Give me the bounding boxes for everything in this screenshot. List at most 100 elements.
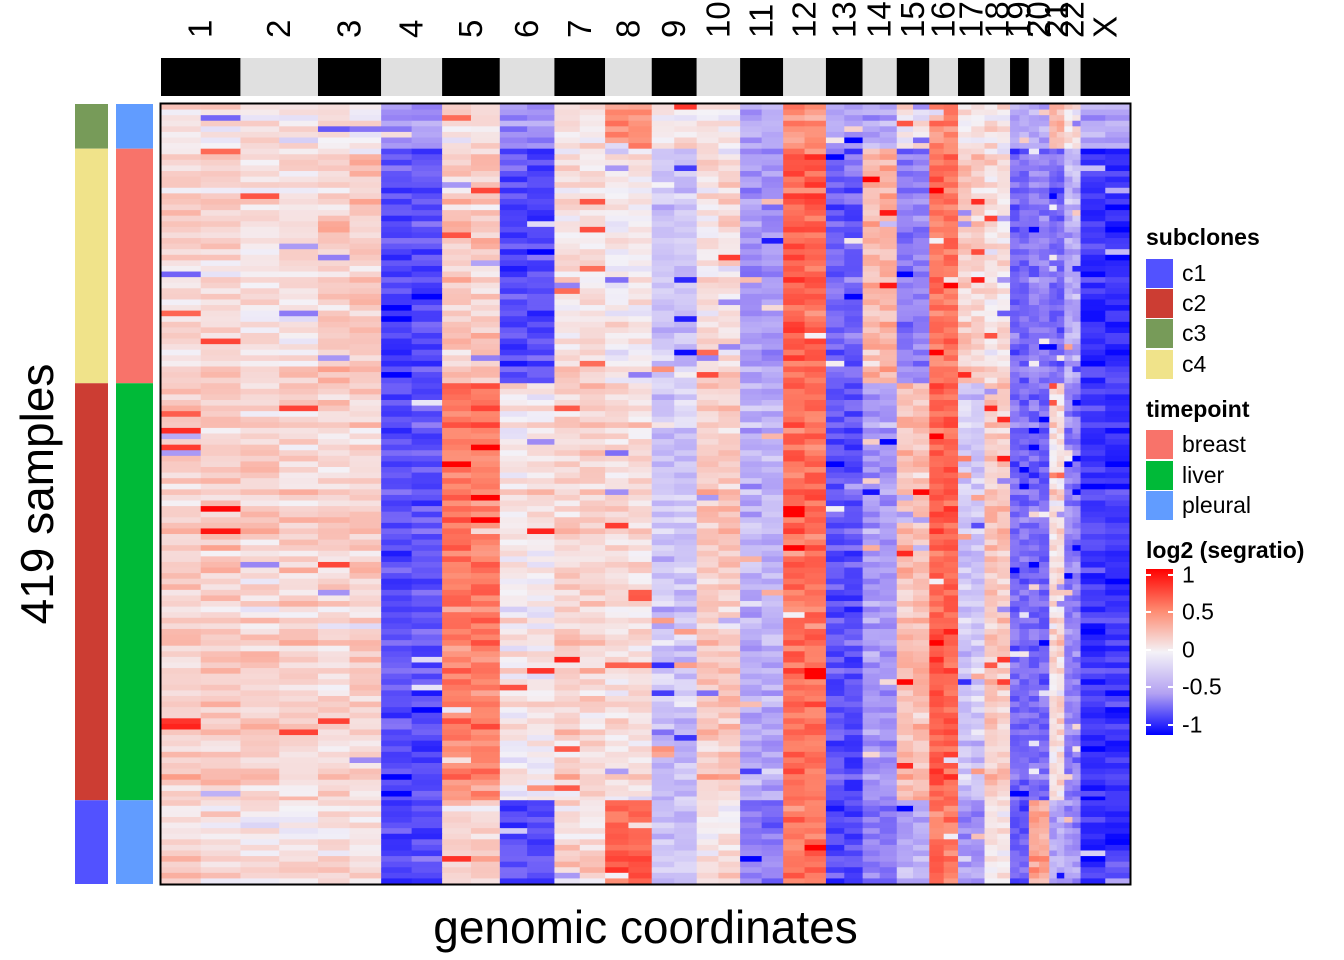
heatmap-cell [761, 210, 784, 217]
heatmap-cell [696, 176, 720, 183]
heatmap-cell [825, 243, 845, 250]
heatmap-cell [674, 109, 698, 116]
heatmap-cell [761, 416, 784, 423]
heatmap-cell [844, 182, 864, 189]
heatmap-cell [896, 171, 914, 178]
heatmap-cell [527, 131, 556, 139]
heatmap-cell [674, 154, 698, 161]
heatmap-cell [804, 534, 827, 541]
heatmap-cell [1072, 628, 1082, 636]
heatmap-cell [628, 489, 653, 496]
heatmap-cell [896, 433, 914, 440]
heatmap-cell [442, 405, 472, 412]
heatmap-cell [527, 344, 556, 351]
heatmap-cell [1056, 634, 1065, 641]
heatmap-cell [651, 159, 675, 167]
heatmap-cell [628, 126, 653, 133]
heatmap-cell [1080, 366, 1106, 373]
heatmap-cell [1049, 316, 1058, 323]
heatmap-cell [470, 517, 501, 524]
heatmap-cell [929, 265, 945, 273]
heatmap-cell [579, 260, 606, 267]
heatmap-cell [1028, 187, 1040, 194]
heatmap-cell [1080, 668, 1106, 675]
heatmap-cell [1080, 695, 1106, 703]
heatmap-cell [929, 131, 945, 139]
heatmap-cell [943, 399, 959, 407]
heatmap-cell [381, 165, 413, 172]
heatmap-cell [783, 115, 806, 122]
heatmap-cell [651, 545, 675, 552]
heatmap-cell [1049, 360, 1058, 368]
heatmap-cell [997, 589, 1011, 597]
heatmap-cell [1049, 556, 1058, 563]
heatmap-cell [651, 617, 675, 624]
heatmap-cell [984, 612, 998, 619]
heatmap-cell [997, 601, 1011, 608]
heatmap-cell [240, 349, 280, 356]
heatmap-cell [740, 701, 763, 708]
heatmap-cell [1064, 104, 1074, 111]
heatmap-cell [1056, 165, 1065, 172]
heatmap-cell [958, 517, 972, 524]
heatmap-cell [554, 372, 581, 379]
heatmap-cell [349, 707, 382, 714]
heatmap-cell [997, 617, 1011, 624]
heatmap-cell [527, 416, 556, 423]
heatmap-cell [651, 148, 675, 155]
heatmap-cell [1064, 534, 1074, 541]
heatmap-cell [740, 500, 763, 507]
heatmap-cell [913, 517, 930, 524]
heatmap-cell [971, 612, 986, 619]
heatmap-cell [958, 399, 972, 407]
heatmap-cell [651, 310, 675, 317]
heatmap-cell [381, 427, 413, 435]
heatmap-cell [1019, 332, 1030, 340]
heatmap-cell [411, 293, 443, 301]
heatmap-cell [913, 489, 930, 496]
heatmap-cell [844, 126, 864, 133]
heatmap-cell [317, 589, 351, 597]
heatmap-cell [651, 494, 675, 502]
heatmap-cell [862, 388, 881, 395]
heatmap-cell [958, 584, 972, 591]
heatmap-cell [1010, 589, 1021, 597]
heatmap-cell [879, 506, 898, 513]
heatmap-cell [349, 606, 382, 613]
heatmap-cell [1056, 109, 1065, 116]
heatmap-cell [1064, 137, 1074, 144]
heatmap-cell [1064, 455, 1074, 463]
heatmap-cell [943, 589, 959, 597]
heatmap-cell [470, 193, 501, 200]
heatmap-cell [718, 193, 741, 200]
heatmap-cell [317, 232, 351, 239]
heatmap-cell [740, 707, 763, 714]
heatmap-cell [381, 288, 413, 295]
heatmap-cell [862, 640, 881, 647]
heatmap-cell [200, 159, 242, 167]
heatmap-cell [674, 511, 698, 518]
heatmap-cell [411, 159, 443, 167]
heatmap-cell [761, 115, 784, 122]
heatmap-cell [161, 210, 202, 217]
heatmap-cell [161, 372, 202, 379]
heatmap-cell [381, 377, 413, 384]
heatmap-cell [997, 522, 1011, 530]
heatmap-cell [317, 282, 351, 289]
heatmap-cell [240, 601, 280, 608]
heatmap-cell [984, 601, 998, 608]
heatmap-cell [718, 249, 741, 256]
heatmap-cell [442, 679, 472, 686]
heatmap-cell [984, 433, 998, 440]
heatmap-cell [1019, 383, 1030, 390]
heatmap-cell [674, 556, 698, 563]
heatmap-cell [943, 690, 959, 697]
heatmap-cell [740, 422, 763, 429]
heatmap-cell [200, 455, 242, 463]
heatmap-cell [896, 288, 914, 295]
heatmap-cell [1028, 176, 1040, 183]
heatmap-cell [740, 606, 763, 613]
heatmap-cell [240, 628, 280, 636]
heatmap-cell [783, 628, 806, 636]
heatmap-cell [161, 265, 202, 273]
